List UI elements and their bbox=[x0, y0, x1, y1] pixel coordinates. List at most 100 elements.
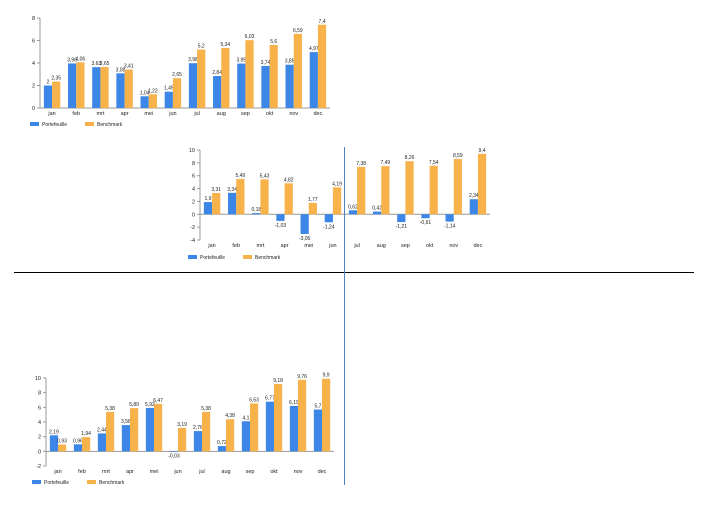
legend-label-1: Benchmark bbox=[97, 122, 123, 128]
x-tick-label: dec bbox=[318, 469, 327, 475]
data-label: 6,77 bbox=[265, 396, 275, 402]
bar-benchmark-mei bbox=[154, 403, 163, 452]
bar-portefeuille-apr bbox=[276, 214, 285, 221]
x-tick-label: apr bbox=[121, 111, 129, 117]
data-label: -1,14 bbox=[444, 224, 456, 230]
data-label: 6,53 bbox=[249, 397, 259, 403]
data-label: 9,9 bbox=[323, 373, 330, 379]
data-label: 3,65 bbox=[100, 61, 110, 67]
data-label: 4,1 bbox=[242, 415, 249, 421]
data-label: 5,6 bbox=[270, 39, 277, 45]
y-tick-label: 4 bbox=[32, 61, 35, 67]
x-tick-label: jun bbox=[328, 243, 336, 249]
bar-portefeuille-mei bbox=[145, 407, 154, 452]
data-label: 5,92 bbox=[145, 402, 155, 408]
x-tick-label: okt bbox=[270, 469, 278, 475]
bar-portefeuille-sep bbox=[241, 421, 250, 452]
legend-label-0: Portefeuille bbox=[44, 480, 69, 486]
bar-portefeuille-feb bbox=[73, 444, 82, 452]
bar-portefeuille-aug bbox=[213, 76, 222, 108]
bar-portefeuille-sep bbox=[397, 214, 406, 223]
data-label: 4,38 bbox=[225, 413, 235, 419]
data-label: 5,38 bbox=[105, 406, 115, 412]
x-tick-label: jul bbox=[198, 469, 205, 475]
data-label: 6,19 bbox=[289, 400, 299, 406]
data-label: -3,06 bbox=[299, 236, 311, 242]
bar-benchmark-dec bbox=[477, 153, 487, 215]
data-label: 0,62 bbox=[348, 204, 358, 210]
data-label: 6,03 bbox=[245, 34, 255, 40]
data-label: 5,7 bbox=[314, 404, 321, 410]
data-label: 2,65 bbox=[172, 72, 182, 78]
bar-portefeuille-nov bbox=[289, 405, 298, 452]
bar-portefeuille-feb bbox=[228, 192, 237, 215]
x-tick-label: aug bbox=[217, 111, 226, 117]
data-label: 3,19 bbox=[177, 422, 187, 428]
bar-portefeuille-apr bbox=[116, 73, 125, 108]
x-tick-label: feb bbox=[232, 243, 240, 249]
data-label: -1,24 bbox=[323, 224, 335, 230]
data-label: 7,49 bbox=[380, 160, 390, 166]
x-tick-label: apr bbox=[281, 243, 289, 249]
data-label: 1,9 bbox=[204, 196, 211, 202]
bar-benchmark-jan bbox=[212, 193, 221, 215]
bar-portefeuille-nov bbox=[445, 214, 454, 222]
y-tick-label: 8 bbox=[38, 391, 41, 397]
data-label: 1,45 bbox=[164, 86, 174, 92]
bar-benchmark-aug bbox=[381, 166, 390, 215]
x-tick-label: sep bbox=[401, 243, 410, 249]
data-label: 2 bbox=[47, 80, 50, 86]
bar-portefeuille-jan bbox=[43, 85, 53, 108]
data-label: 7,4 bbox=[319, 19, 326, 25]
data-label: 3,96 bbox=[67, 57, 77, 63]
bar-benchmark-aug bbox=[226, 419, 235, 452]
y-tick-label: 6 bbox=[32, 39, 35, 45]
x-tick-label: nov bbox=[289, 111, 298, 117]
bar-portefeuille-apr bbox=[121, 425, 130, 452]
x-tick-label: sep bbox=[241, 111, 250, 117]
bar-portefeuille-dec bbox=[469, 199, 478, 215]
x-tick-label: okt bbox=[426, 243, 434, 249]
bar-benchmark-okt bbox=[274, 384, 283, 452]
y-tick-label: 10 bbox=[189, 148, 195, 154]
y-tick-label: 6 bbox=[38, 405, 41, 411]
bar-benchmark-nov bbox=[298, 379, 307, 452]
y-tick-label: 0 bbox=[32, 106, 35, 112]
data-label: -1,03 bbox=[275, 223, 287, 229]
data-label: 5,43 bbox=[260, 173, 270, 179]
y-tick-label: 6 bbox=[192, 174, 195, 180]
bar-portefeuille-mei bbox=[140, 96, 149, 108]
data-label: 5,89 bbox=[129, 402, 139, 408]
legend-label-0: Portefeuille bbox=[200, 255, 225, 261]
bar-portefeuille-aug bbox=[373, 211, 382, 215]
data-label: 1,04 bbox=[140, 90, 150, 96]
bar-benchmark-sep bbox=[245, 40, 254, 108]
bar-benchmark-jun bbox=[178, 427, 187, 452]
bar-benchmark-feb bbox=[82, 437, 91, 452]
x-tick-label: sep bbox=[246, 469, 255, 475]
data-label: 5,2 bbox=[198, 44, 205, 50]
bar-benchmark-mei bbox=[308, 202, 317, 215]
bar-portefeuille-aug bbox=[217, 446, 226, 452]
bar-portefeuille-mei bbox=[300, 214, 309, 234]
data-label: 5,34 bbox=[220, 42, 230, 48]
bar-portefeuille-dec bbox=[313, 409, 322, 452]
bar-benchmark-jan bbox=[52, 81, 61, 108]
bar-benchmark-mrt bbox=[106, 411, 115, 452]
bar-benchmark-okt bbox=[429, 165, 438, 215]
bar-portefeuille-jan bbox=[49, 435, 58, 452]
y-tick-label: 10 bbox=[35, 376, 41, 382]
data-label: 0,18 bbox=[251, 207, 261, 213]
bar-portefeuille-jun bbox=[324, 214, 333, 223]
x-tick-label: jun bbox=[173, 469, 181, 475]
y-tick-label: 8 bbox=[192, 161, 195, 167]
x-tick-label: feb bbox=[72, 111, 80, 117]
data-label: -0,61 bbox=[420, 220, 432, 226]
data-label: 0,96 bbox=[73, 438, 83, 444]
bar-portefeuille-okt bbox=[421, 214, 430, 219]
x-tick-label: aug bbox=[377, 243, 386, 249]
bar-benchmark-sep bbox=[250, 403, 259, 452]
y-tick-label: 8 bbox=[32, 16, 35, 22]
